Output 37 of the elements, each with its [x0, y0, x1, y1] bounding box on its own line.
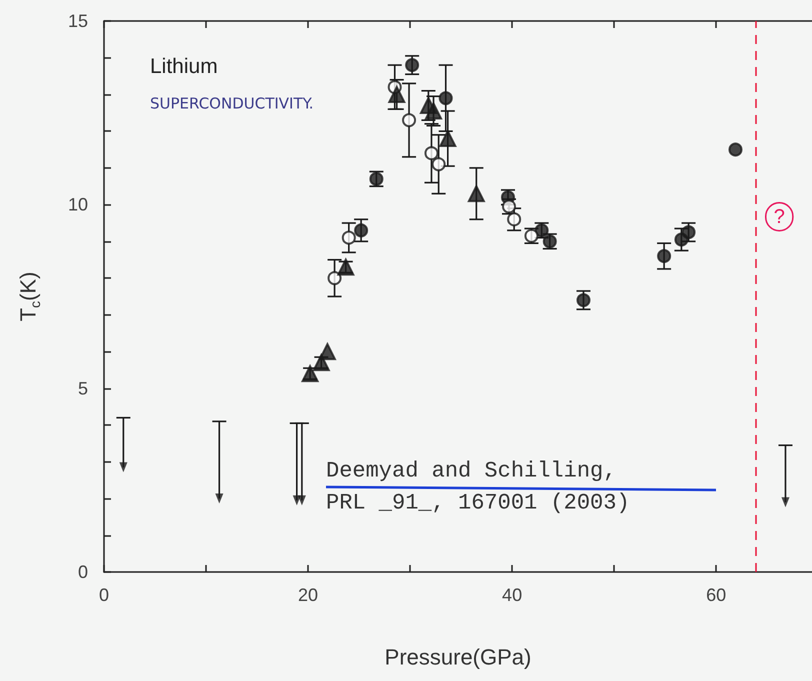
y-tick-label: 10 [68, 194, 88, 215]
x-tick-label: 60 [706, 585, 726, 605]
point [328, 271, 342, 286]
y-tick-label: 0 [78, 562, 88, 582]
point [682, 225, 696, 240]
point [728, 142, 742, 157]
point [439, 130, 456, 148]
annotation: Deemyad and Schilling, [326, 458, 616, 484]
point [402, 113, 416, 128]
point [388, 86, 406, 103]
point [576, 293, 590, 308]
x-axis-title: Pressure(GPa) [384, 644, 532, 670]
point [354, 223, 368, 238]
point [507, 212, 522, 226]
annotation: Lithium [150, 55, 218, 78]
point [405, 58, 420, 72]
point [318, 343, 336, 360]
y-tick-label: 5 [78, 378, 88, 398]
x-tick-label: 40 [502, 585, 522, 605]
y-axis-title: Tc(K) [16, 272, 43, 322]
annotation: SUPERCONDUCTIVITY. [150, 94, 314, 112]
point [424, 146, 438, 160]
annotation: ? [774, 206, 785, 228]
y-tick-label: 15 [68, 11, 88, 31]
point [657, 249, 672, 264]
point [215, 494, 224, 504]
x-tick-label: 20 [298, 585, 318, 605]
point [438, 91, 453, 106]
point [432, 157, 446, 172]
point [425, 102, 442, 120]
x-tick-label: 0 [98, 585, 110, 605]
point [342, 230, 356, 245]
point [468, 185, 485, 202]
point [298, 495, 306, 506]
point [119, 462, 128, 472]
annotation: PRL _91_, 167001 (2003) [326, 490, 630, 516]
point [781, 497, 790, 508]
